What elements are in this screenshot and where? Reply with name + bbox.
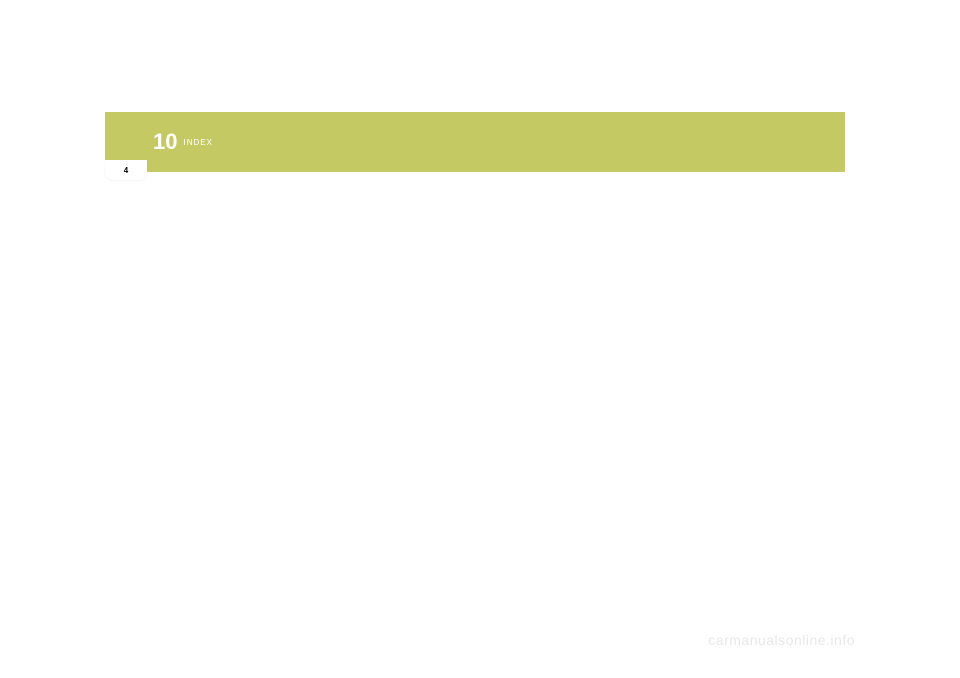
chapter-header-bar: 10 INDEX: [105, 112, 845, 172]
page-number-tab: 4: [105, 160, 147, 180]
watermark-text: carmanualsonline.info: [708, 632, 855, 648]
chapter-label: INDEX: [183, 138, 212, 147]
chapter-number: 10: [153, 129, 177, 155]
page-number: 4: [124, 166, 128, 175]
